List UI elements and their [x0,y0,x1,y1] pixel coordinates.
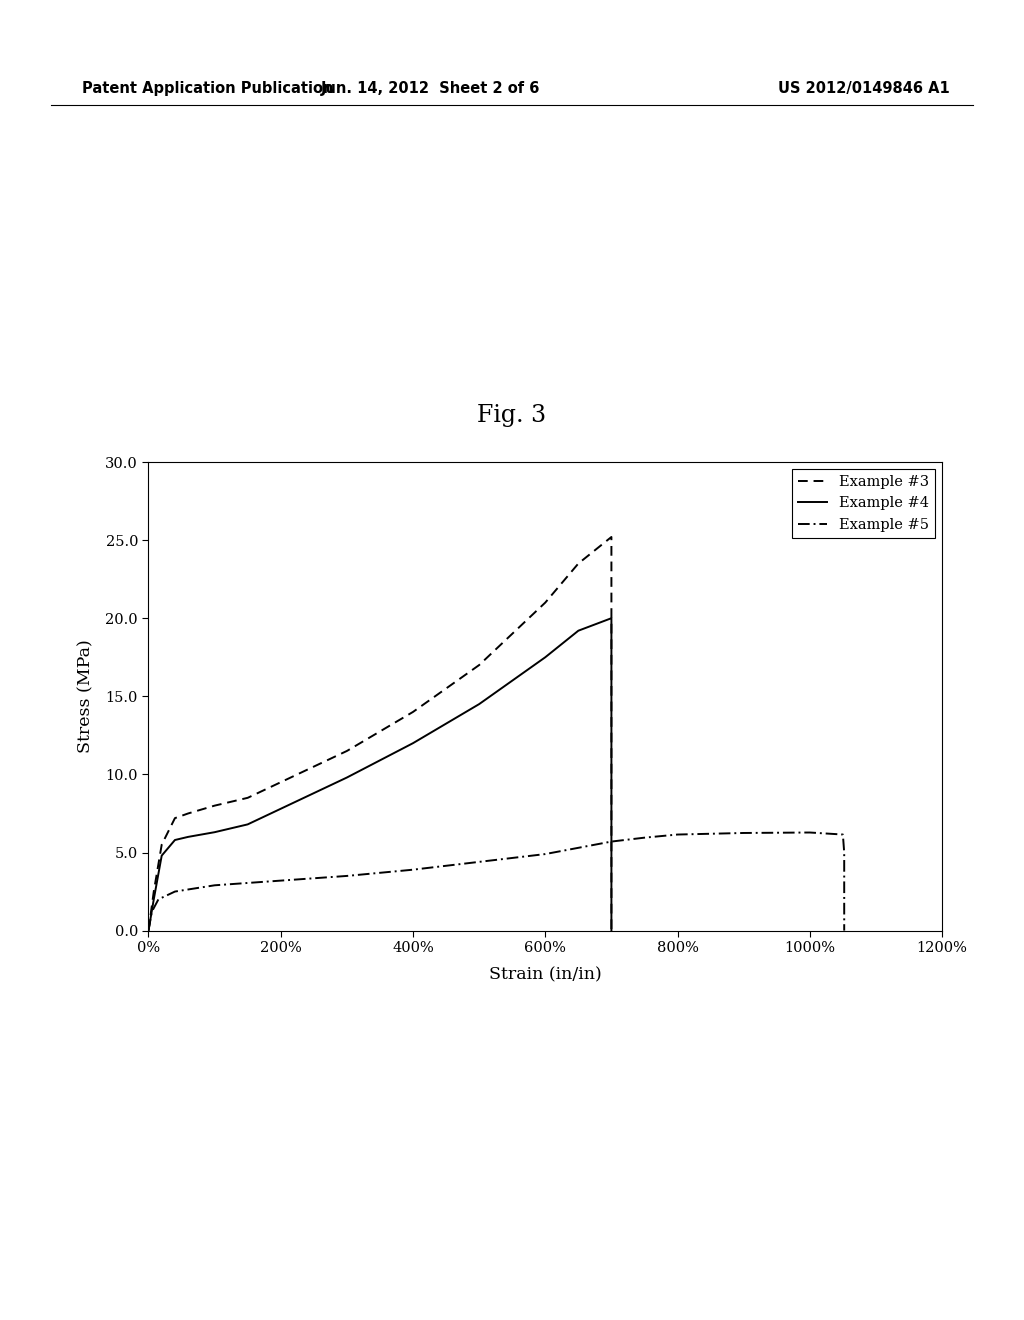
Example #5 [672,826,684,842]
Example #5 [838,845,850,861]
Example #4 [147,891,160,907]
Example #5 [539,846,551,862]
Text: US 2012/0149846 A1: US 2012/0149846 A1 [778,81,950,95]
Example #4 [605,610,617,626]
Example #3 [169,810,181,826]
Line: Example #4: Example #4 [148,618,611,931]
Legend: Example #3, Example #4, Example #5: Example #3, Example #4, Example #5 [793,470,935,537]
Example #5 [188,880,201,896]
Example #3 [407,704,419,719]
Example #4 [407,735,419,751]
Example #4 [182,829,195,845]
Text: Patent Application Publication: Patent Application Publication [82,81,334,95]
Example #3 [182,805,195,821]
Example #4 [605,923,617,939]
Example #5 [341,869,353,884]
Example #4 [169,832,181,847]
Example #3 [242,789,254,805]
Example #3 [274,775,287,791]
Example #5 [209,878,221,894]
Example #3 [605,529,617,545]
Example #4 [341,770,353,785]
Example #5 [169,883,181,899]
Example #5 [605,834,617,850]
Example #5 [153,891,165,907]
Example #3 [156,837,168,853]
Example #5 [804,825,816,841]
Example #4 [209,824,221,840]
Line: Example #5: Example #5 [148,833,844,931]
X-axis label: Strain (in/in): Strain (in/in) [488,966,602,983]
Example #4 [242,817,254,833]
Example #3 [209,797,221,813]
Y-axis label: Stress (MPa): Stress (MPa) [77,639,94,754]
Example #3 [473,657,485,673]
Example #5 [145,904,158,920]
Example #4 [539,649,551,665]
Example #4 [572,623,585,639]
Example #4 [274,801,287,817]
Example #5 [407,862,419,878]
Example #3 [572,556,585,572]
Example #3 [142,923,155,939]
Example #4 [473,696,485,711]
Line: Example #3: Example #3 [148,537,611,931]
Example #5 [142,923,155,939]
Example #5 [737,825,750,841]
Example #5 [838,923,850,939]
Example #3 [539,595,551,611]
Example #5 [638,830,650,846]
Example #3 [147,883,160,899]
Example #3 [341,743,353,759]
Example #4 [142,923,155,939]
Example #5 [274,873,287,888]
Text: Fig. 3: Fig. 3 [477,404,547,428]
Example #5 [837,826,849,842]
Text: Jun. 14, 2012  Sheet 2 of 6: Jun. 14, 2012 Sheet 2 of 6 [321,81,540,95]
Example #3 [605,923,617,939]
Example #4 [156,847,168,863]
Example #5 [473,854,485,870]
